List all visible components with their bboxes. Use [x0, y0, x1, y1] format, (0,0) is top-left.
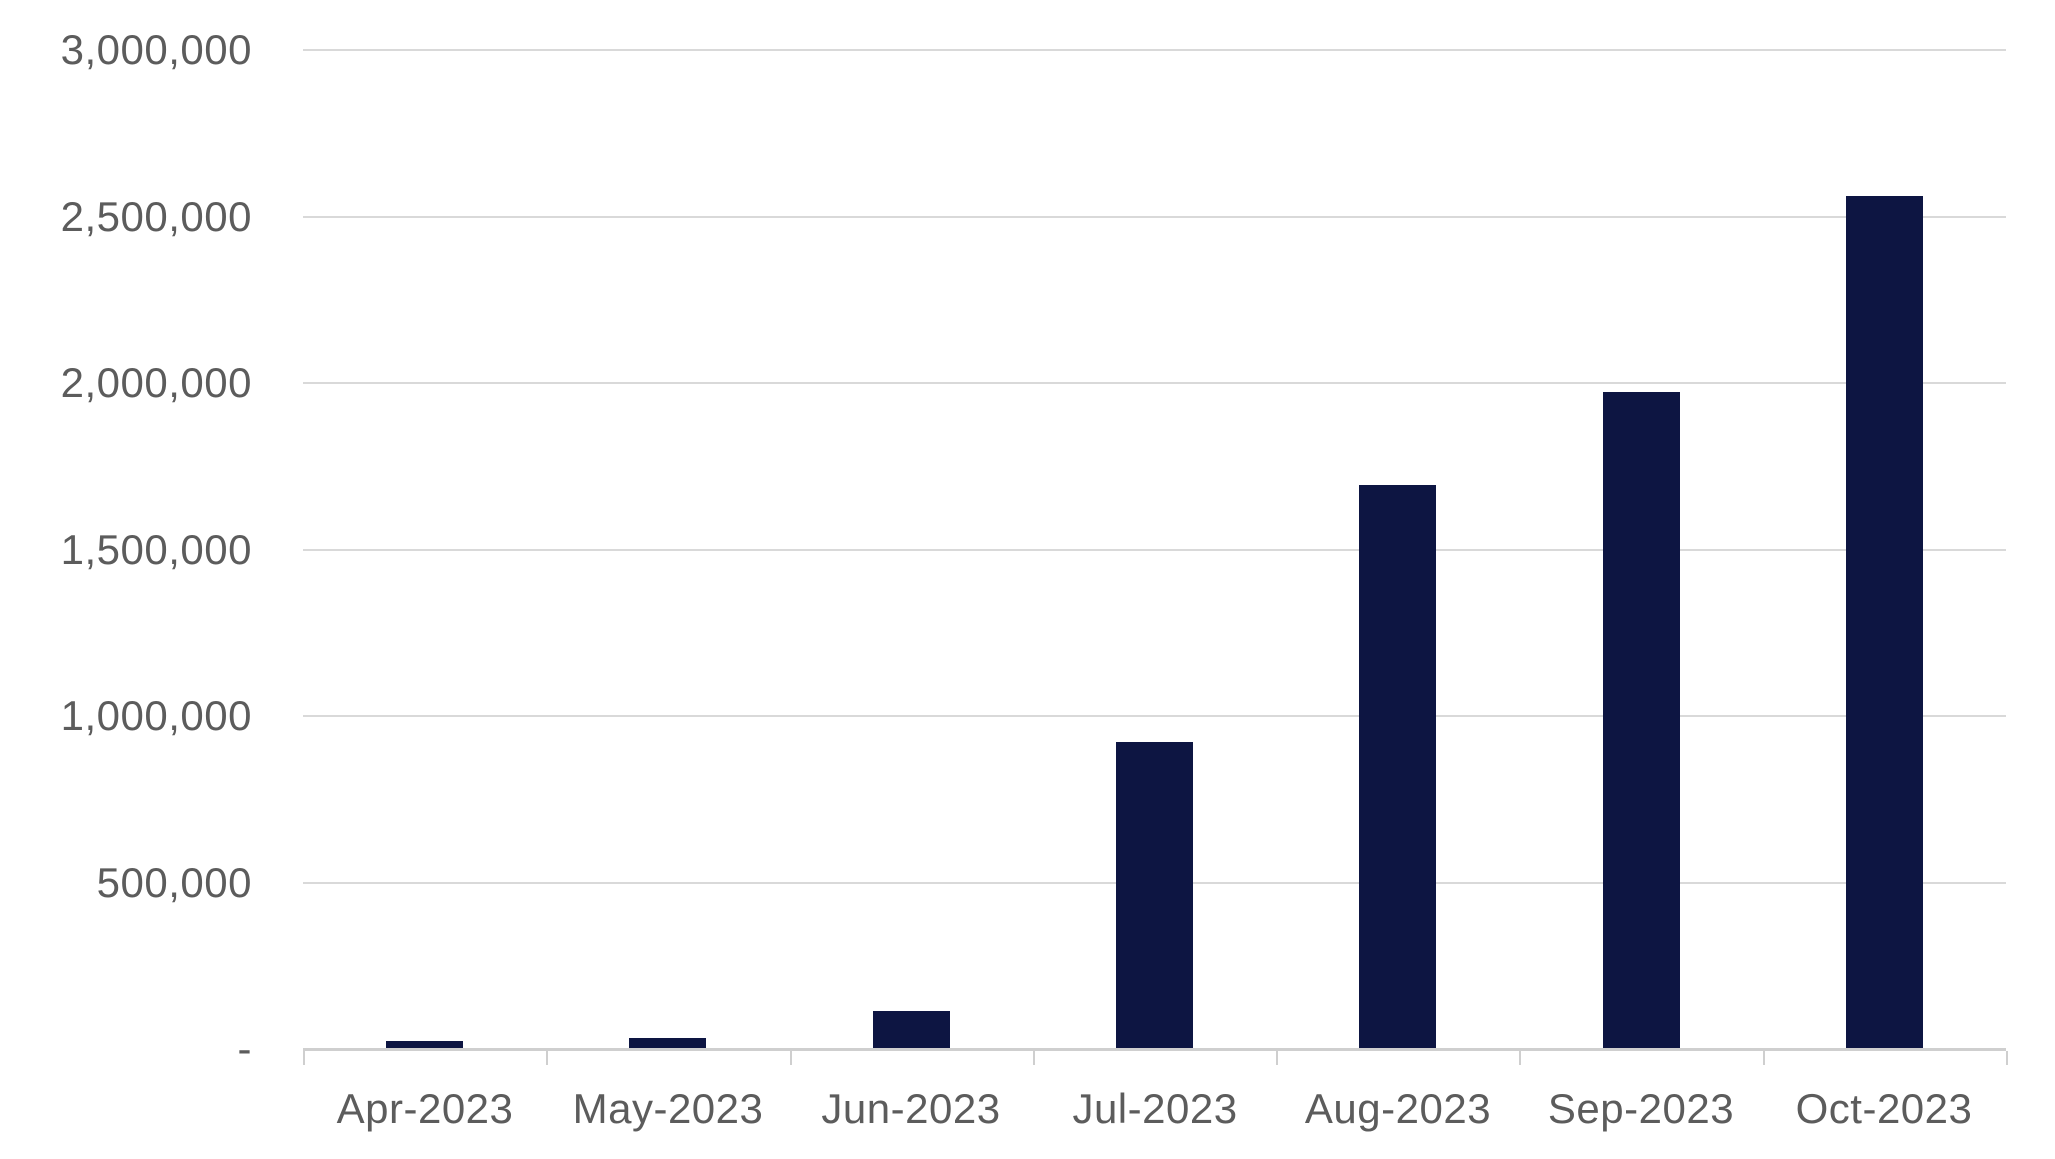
bar-jul-2023 — [1116, 742, 1193, 1048]
bar-oct-2023 — [1846, 196, 1923, 1048]
x-tick-label: Jun-2023 — [821, 1085, 1001, 1132]
gridline — [303, 382, 2006, 384]
x-axis-tick-mark — [1763, 1051, 1765, 1065]
x-tick-label: May-2023 — [572, 1085, 764, 1132]
bar-sep-2023 — [1603, 392, 1680, 1048]
x-axis-tick-mark — [1033, 1051, 1035, 1065]
y-tick-label: 2,000,000 — [60, 359, 252, 406]
x-axis-tick-mark — [1276, 1051, 1278, 1065]
y-tick-label: 2,500,000 — [60, 193, 252, 240]
y-tick-label: 1,500,000 — [60, 526, 252, 573]
bar-apr-2023 — [386, 1041, 463, 1048]
x-tick-label: Aug-2023 — [1304, 1085, 1492, 1132]
x-tick-label: Oct-2023 — [1795, 1085, 1973, 1132]
bar-aug-2023 — [1359, 485, 1436, 1048]
x-axis-tick-mark — [546, 1051, 548, 1065]
bar-may-2023 — [629, 1038, 706, 1048]
x-axis-tick-mark — [1519, 1051, 1521, 1065]
x-axis-tick-mark — [2006, 1051, 2008, 1065]
gridline — [303, 216, 2006, 218]
x-axis-line — [303, 1048, 2006, 1051]
x-axis-tick-mark — [303, 1051, 305, 1065]
gridline — [303, 549, 2006, 551]
y-tick-label: - — [237, 1025, 252, 1072]
x-tick-label: Jul-2023 — [1072, 1085, 1238, 1132]
y-tick-label: 500,000 — [96, 859, 252, 906]
gridline — [303, 715, 2006, 717]
gridline — [303, 49, 2006, 51]
y-tick-label: 3,000,000 — [60, 26, 252, 73]
bar-jun-2023 — [873, 1011, 950, 1048]
x-axis-tick-mark — [790, 1051, 792, 1065]
y-tick-label: 1,000,000 — [60, 692, 252, 739]
x-tick-label: Apr-2023 — [336, 1085, 514, 1132]
x-tick-label: Sep-2023 — [1547, 1085, 1735, 1132]
